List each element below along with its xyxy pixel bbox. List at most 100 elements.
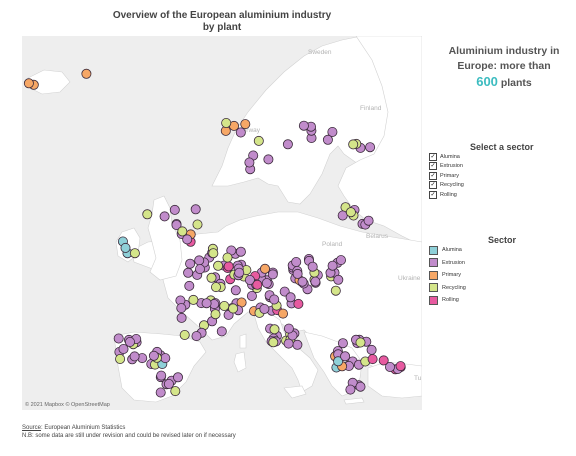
plant-marker-extrusion[interactable] (216, 326, 227, 337)
plant-marker-extrusion[interactable] (335, 255, 346, 266)
plant-marker-recycling[interactable] (221, 118, 232, 129)
plant-marker-recycling[interactable] (192, 219, 203, 230)
checkbox-icon[interactable]: ✓ (429, 181, 437, 190)
plant-marker-extrusion[interactable] (384, 361, 395, 372)
plant-marker-primary[interactable] (23, 78, 34, 89)
map-canvas[interactable]: Sweden Finland Norway Belarus Ukraine Po… (22, 36, 422, 410)
legend-item-recycling[interactable]: Recycling (429, 282, 466, 295)
plant-marker-extrusion[interactable] (169, 204, 180, 215)
plant-marker-extrusion[interactable] (340, 351, 351, 362)
plant-marker-recycling[interactable] (177, 226, 188, 237)
plant-marker-extrusion[interactable] (355, 381, 366, 392)
filter-item-primary[interactable]: ✓ Primary (429, 171, 464, 181)
plant-marker-recycling[interactable] (208, 248, 219, 259)
filter-item-recycling[interactable]: ✓ Recycling (429, 181, 464, 191)
plant-marker-rolling[interactable] (223, 261, 234, 272)
plant-marker-extrusion[interactable] (172, 372, 183, 383)
plant-marker-recycling[interactable] (206, 272, 217, 283)
filter-item-extrusion[interactable]: ✓ Extrusion (429, 162, 464, 172)
checkbox-icon[interactable]: ✓ (429, 152, 437, 161)
plant-marker-recycling[interactable] (213, 260, 224, 271)
plant-marker-extrusion[interactable] (345, 384, 356, 395)
plant-marker-extrusion[interactable] (297, 276, 308, 287)
plant-marker-recycling[interactable] (345, 207, 356, 218)
plant-marker-recycling[interactable] (188, 294, 199, 305)
plant-marker-extrusion[interactable] (337, 338, 348, 349)
plant-marker-extrusion[interactable] (244, 157, 255, 168)
plant-marker-extrusion[interactable] (113, 333, 124, 344)
plant-marker-recycling[interactable] (142, 209, 153, 220)
plant-marker-extrusion[interactable] (292, 268, 303, 279)
plant-marker-extrusion[interactable] (322, 134, 333, 145)
plant-marker-extrusion[interactable] (194, 264, 205, 275)
plant-marker-extrusion[interactable] (310, 276, 321, 287)
legend-item-primary[interactable]: Primary (429, 269, 466, 282)
plant-marker-alumina[interactable] (120, 242, 131, 253)
plant-marker-extrusion[interactable] (118, 343, 129, 354)
plant-marker-extrusion[interactable] (365, 142, 376, 153)
plant-marker-recycling[interactable] (222, 252, 233, 263)
plant-marker-extrusion[interactable] (184, 280, 195, 291)
plant-marker-primary[interactable] (277, 308, 288, 319)
europe-map[interactable]: Sweden Finland Norway Belarus Ukraine Po… (22, 36, 422, 410)
plant-marker-recycling[interactable] (170, 386, 181, 397)
plant-marker-extrusion[interactable] (246, 290, 257, 301)
plant-marker-recycling[interactable] (330, 285, 341, 296)
plant-marker-extrusion[interactable] (160, 353, 171, 364)
plant-marker-extrusion[interactable] (298, 120, 309, 131)
plant-marker-primary[interactable] (81, 68, 92, 79)
plant-marker-extrusion[interactable] (235, 127, 246, 138)
plant-marker-extrusion[interactable] (261, 278, 272, 289)
plant-marker-extrusion[interactable] (291, 256, 302, 267)
plant-marker-primary[interactable] (259, 263, 270, 274)
legend-item-alumina[interactable]: Alumina (429, 244, 466, 257)
plant-marker-extrusion[interactable] (327, 127, 338, 138)
checkbox-icon[interactable]: ✓ (429, 190, 437, 199)
plant-marker-extrusion[interactable] (285, 292, 296, 303)
plant-marker-recycling[interactable] (355, 337, 366, 348)
plant-marker-extrusion[interactable] (156, 370, 167, 381)
source-link[interactable]: Source (22, 425, 42, 431)
plant-marker-rolling[interactable] (293, 298, 304, 309)
plant-marker-extrusion[interactable] (176, 312, 187, 323)
plant-marker-primary[interactable] (240, 119, 251, 130)
plant-marker-extrusion[interactable] (269, 294, 280, 305)
plant-marker-extrusion[interactable] (194, 255, 205, 266)
plant-marker-extrusion[interactable] (183, 267, 194, 278)
plant-marker-recycling[interactable] (228, 303, 239, 314)
plant-marker-extrusion[interactable] (283, 338, 294, 349)
plant-marker-extrusion[interactable] (129, 351, 140, 362)
plant-marker-extrusion[interactable] (282, 139, 293, 150)
plant-marker-recycling[interactable] (210, 282, 221, 293)
plant-marker-extrusion[interactable] (327, 260, 338, 271)
plant-marker-recycling[interactable] (269, 324, 280, 335)
plant-marker-recycling[interactable] (219, 300, 230, 311)
plant-marker-extrusion[interactable] (230, 285, 241, 296)
plant-marker-extrusion[interactable] (292, 339, 303, 350)
plant-marker-rolling[interactable] (367, 354, 378, 365)
legend-item-extrusion[interactable]: Extrusion (429, 257, 466, 270)
plant-marker-extrusion[interactable] (163, 378, 174, 389)
plant-marker-extrusion[interactable] (171, 219, 182, 230)
filter-item-alumina[interactable]: ✓ Alumina (429, 152, 464, 162)
plant-marker-recycling[interactable] (179, 329, 190, 340)
plant-marker-extrusion[interactable] (283, 323, 294, 334)
plant-marker-extrusion[interactable] (267, 269, 278, 280)
plant-marker-extrusion[interactable] (190, 204, 201, 215)
checkbox-icon[interactable]: ✓ (429, 162, 437, 171)
plant-marker-extrusion[interactable] (263, 154, 274, 165)
plant-marker-recycling[interactable] (348, 139, 359, 150)
plant-marker-extrusion[interactable] (259, 303, 270, 314)
plant-markers[interactable] (23, 68, 406, 398)
checkbox-icon[interactable]: ✓ (429, 171, 437, 180)
plant-marker-recycling[interactable] (268, 337, 279, 348)
filter-item-rolling[interactable]: ✓ Rolling (429, 190, 464, 200)
plant-marker-extrusion[interactable] (185, 258, 196, 269)
map-attribution[interactable]: © 2021 Mapbox © OpenStreetMap (25, 402, 110, 408)
plant-marker-alumina[interactable] (333, 356, 344, 367)
plant-marker-extrusion[interactable] (366, 344, 377, 355)
plant-marker-extrusion[interactable] (244, 274, 255, 285)
plant-marker-rolling[interactable] (252, 279, 263, 290)
plant-marker-extrusion[interactable] (159, 211, 170, 222)
plant-marker-extrusion[interactable] (307, 261, 318, 272)
